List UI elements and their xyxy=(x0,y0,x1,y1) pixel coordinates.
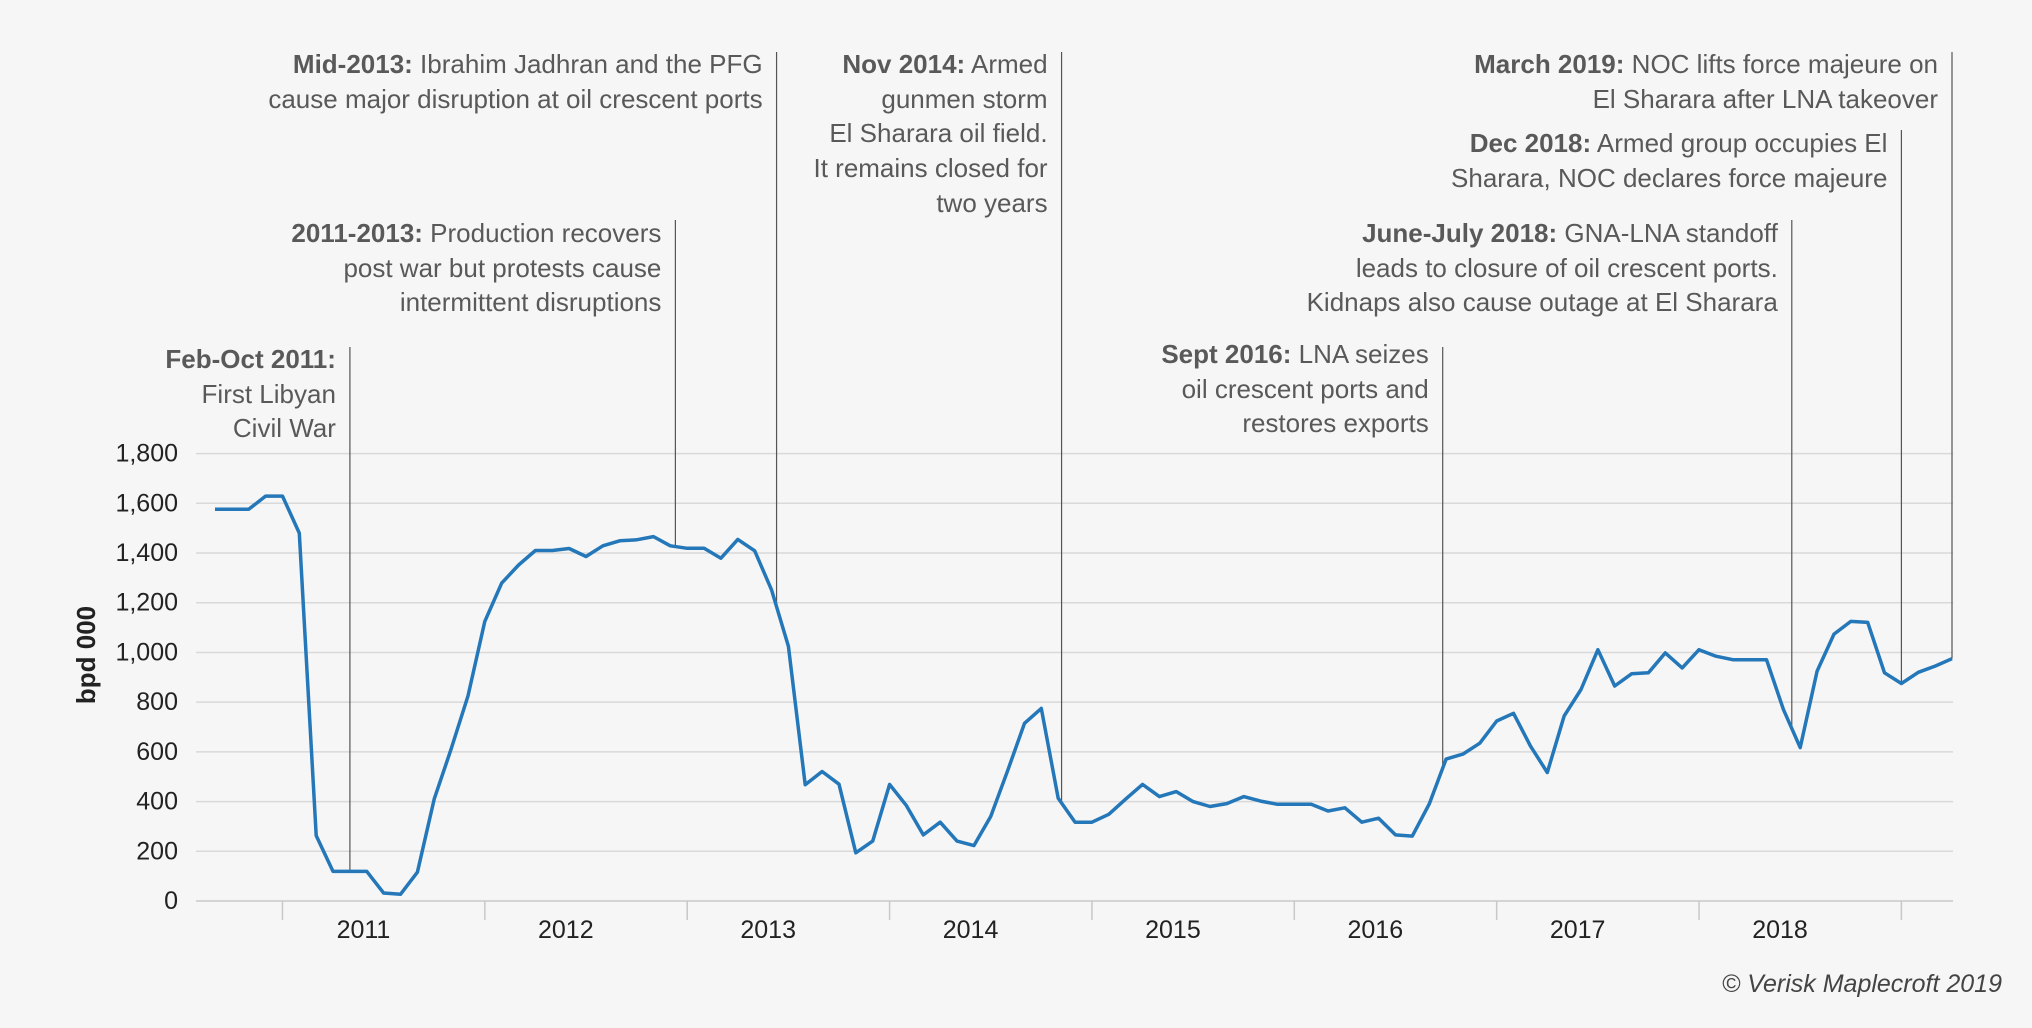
annotation-text: intermittent disruptions xyxy=(399,287,662,318)
annotation: June-July 2018: GNA-LNA standoff leads to… xyxy=(1307,216,1778,320)
annotation-line: Civil War xyxy=(165,411,336,446)
annotation-text: Production recovers xyxy=(422,218,662,248)
annotation-text: First Libyan xyxy=(201,378,336,409)
y-axis-ticks: 0 200 400 600 800 1,000 1,200 1,400 1,600 1,800 xyxy=(115,440,178,915)
x-tick-label: 2011 xyxy=(337,916,391,944)
annotation-date: Feb-Oct 2011: xyxy=(165,344,336,374)
annotation-line: leads to closure of oil crescent ports. xyxy=(1307,251,1778,286)
gridlines xyxy=(196,452,1953,902)
annotation-line: gunmen storm xyxy=(813,82,1047,117)
y-tick-label: 1,400 xyxy=(115,539,178,567)
annotation: Mid-2013: Ibrahim Jadhran and the PFG cau… xyxy=(268,47,762,116)
annotation-date: Mid-2013: xyxy=(292,49,413,79)
y-tick-label: 600 xyxy=(136,738,178,766)
annotation: Nov 2014: Armed gunmen storm El Sharara oi… xyxy=(813,47,1047,221)
annotation-line: El Sharara after LNA takeover xyxy=(1474,82,1938,117)
annotation-line: oil crescent ports and xyxy=(1161,372,1429,407)
annotation-line: two years xyxy=(813,186,1047,221)
annotation-text: NOC lifts force majeure on xyxy=(1624,49,1938,79)
annotation-line: It remains closed for xyxy=(813,151,1047,186)
x-tick-label: 2015 xyxy=(1145,916,1201,944)
annotation-text: cause major disruption at oil crescent p… xyxy=(268,83,763,114)
annotation-line: Nov 2014: Armed xyxy=(813,47,1047,82)
y-tick-label: 1,200 xyxy=(115,589,178,617)
annotation-line: cause major disruption at oil crescent p… xyxy=(268,82,762,117)
annotation-text: LNA seizes xyxy=(1291,339,1429,369)
annotation: Sept 2016: LNA seizes oil crescent ports … xyxy=(1161,337,1428,441)
y-tick-label: 1,800 xyxy=(115,440,178,468)
annotation-line: 2011-2013: Production recovers xyxy=(291,216,661,251)
x-axis: 2011 2012 2013 2014 2015 2016 2017 2018 xyxy=(281,901,1903,944)
annotation-line: March 2019: NOC lifts force majeure on xyxy=(1474,47,1938,82)
annotation-text: Armed xyxy=(965,49,1048,79)
annotation-line: post war but protests cause xyxy=(291,251,661,286)
x-tick-label: 2016 xyxy=(1347,916,1403,944)
annotation-line: Dec 2018: Armed group occupies El xyxy=(1451,126,1888,161)
y-tick-label: 400 xyxy=(136,788,178,816)
y-axis-label: bpd 000 xyxy=(71,606,101,704)
y-tick-label: 800 xyxy=(136,688,178,716)
annotation-date: Sept 2016: xyxy=(1161,339,1292,369)
annotation-leader-lines xyxy=(349,52,1953,872)
annotation-date: March 2019: xyxy=(1474,49,1625,79)
annotation-line: El Sharara oil field. xyxy=(813,116,1047,151)
annotation-line: Sept 2016: LNA seizes xyxy=(1161,337,1428,372)
annotation: Feb-Oct 2011: First Libyan Civil War xyxy=(165,342,336,446)
annotation-text: post war but protests cause xyxy=(343,252,662,283)
annotation-line: First Libyan xyxy=(165,377,336,412)
annotation-text: gunmen storm xyxy=(881,83,1048,114)
annotation-line: Sharara, NOC declares force majeure xyxy=(1451,161,1887,196)
x-tick-label: 2013 xyxy=(740,916,796,944)
annotation-text: Armed group occupies El xyxy=(1591,128,1888,158)
annotation-line: June-July 2018: GNA-LNA standoff xyxy=(1307,216,1778,251)
annotation: Dec 2018: Armed group occupies El Sharara… xyxy=(1451,126,1887,195)
y-tick-label: 200 xyxy=(136,837,178,865)
y-tick-label: 0 xyxy=(164,887,178,915)
annotation-date: 2011-2013: xyxy=(291,218,423,248)
annotation-text: Ibrahim Jadhran and the PFG xyxy=(412,49,763,79)
annotation-date: Dec 2018: xyxy=(1469,128,1592,158)
annotation-line: Mid-2013: Ibrahim Jadhran and the PFG xyxy=(268,47,763,82)
annotation-text: GNA-LNA standoff xyxy=(1557,218,1778,248)
x-tick-label: 2018 xyxy=(1752,916,1808,944)
y-tick-label: 1,000 xyxy=(115,638,178,666)
x-tick-label: 2014 xyxy=(943,916,999,944)
annotation-text: El Sharara after LNA takeover xyxy=(1592,83,1938,114)
annotation-line: Feb-Oct 2011: xyxy=(165,342,336,377)
annotation-line: restores exports xyxy=(1161,406,1428,441)
annotation-text: Civil War xyxy=(232,413,336,444)
annotation-line: intermittent disruptions xyxy=(291,285,662,320)
annotation-text: Kidnaps also cause outage at El Sharara xyxy=(1306,287,1778,318)
annotation-text: Sharara, NOC declares force majeure xyxy=(1451,162,1888,193)
copyright-notice: © Verisk Maplecroft 2019 xyxy=(1721,970,2002,998)
annotation-text: It remains closed for xyxy=(813,153,1048,184)
annotation-date: Nov 2014: xyxy=(842,49,966,79)
annotation-text: oil crescent ports and xyxy=(1181,373,1429,404)
annotation: 2011-2013: Production recovers post war b… xyxy=(291,216,661,320)
y-tick-label: 1,600 xyxy=(115,489,178,517)
annotation-text: El Sharara oil field. xyxy=(829,118,1048,149)
annotation-line: Kidnaps also cause outage at El Sharara xyxy=(1307,285,1778,320)
annotation: March 2019: NOC lifts force majeure on El… xyxy=(1474,47,1938,116)
annotation-text: leads to closure of oil crescent ports. xyxy=(1355,252,1778,283)
annotation-text: two years xyxy=(936,187,1048,218)
annotation-date: June-July 2018: xyxy=(1362,218,1558,248)
production-series-line xyxy=(215,494,1953,897)
series xyxy=(214,494,1953,897)
annotation-text: restores exports xyxy=(1242,408,1429,439)
x-tick-label: 2012 xyxy=(538,916,594,944)
x-tick-label: 2017 xyxy=(1550,916,1606,944)
